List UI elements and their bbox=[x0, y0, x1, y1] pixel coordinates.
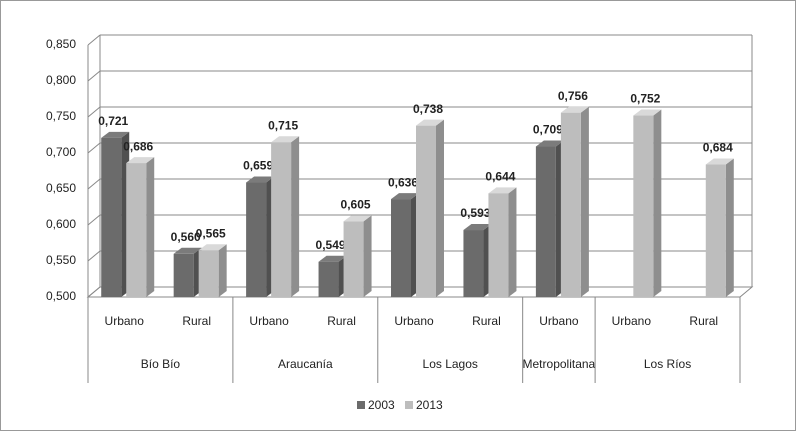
bar bbox=[318, 261, 339, 297]
grid-side bbox=[87, 106, 101, 118]
y-tick-label: 0,550 bbox=[46, 253, 76, 267]
x-tick-label: Urbano bbox=[249, 314, 289, 328]
bar-top bbox=[560, 106, 589, 113]
grid-side bbox=[87, 178, 101, 190]
group-label: Araucanía bbox=[278, 357, 333, 371]
y-tick-label: 0,600 bbox=[46, 217, 76, 231]
bar bbox=[246, 182, 267, 297]
legend-label: 2003 bbox=[368, 398, 395, 412]
bar-side bbox=[436, 119, 444, 297]
bar-top bbox=[488, 187, 517, 194]
bar bbox=[101, 137, 122, 297]
value-label: 0,659 bbox=[243, 159, 273, 173]
x-tick-label: Rural bbox=[182, 314, 211, 328]
bar-top bbox=[343, 215, 372, 222]
value-label: 0,560 bbox=[171, 230, 201, 244]
y-tick-label: 0,850 bbox=[46, 37, 76, 51]
value-label: 0,715 bbox=[268, 118, 298, 132]
value-label: 0,738 bbox=[413, 102, 443, 116]
x-tick-label: Urbano bbox=[612, 314, 652, 328]
bar-top bbox=[101, 131, 130, 138]
bar-side bbox=[291, 136, 300, 297]
bar-top bbox=[391, 193, 419, 200]
bar-top bbox=[246, 176, 275, 183]
bar bbox=[705, 164, 726, 297]
value-label: 0,593 bbox=[460, 206, 490, 220]
bar-top bbox=[535, 140, 564, 147]
bar-side bbox=[146, 157, 155, 297]
value-label: 0,686 bbox=[123, 139, 153, 153]
bar bbox=[126, 163, 147, 297]
bar-side bbox=[508, 187, 517, 297]
bar-top bbox=[416, 119, 444, 126]
bar-side bbox=[580, 106, 589, 298]
bar-side bbox=[218, 244, 227, 297]
value-label: 0,721 bbox=[98, 114, 128, 128]
x-tick-label: Rural bbox=[327, 314, 356, 328]
y-tick-label: 0,800 bbox=[46, 73, 76, 87]
bar-side bbox=[363, 215, 372, 297]
bar bbox=[535, 146, 556, 297]
value-label: 0,644 bbox=[485, 169, 515, 183]
bar-top bbox=[318, 255, 347, 262]
bar bbox=[173, 253, 194, 297]
bar bbox=[271, 142, 292, 297]
x-tick-label: Urbano bbox=[394, 314, 434, 328]
bar bbox=[198, 250, 219, 297]
group-label: Metropolitana bbox=[523, 357, 596, 371]
value-label: 0,565 bbox=[196, 226, 226, 240]
value-label: 0,636 bbox=[388, 175, 418, 189]
value-label: 0,709 bbox=[533, 123, 563, 137]
bar-top bbox=[271, 136, 300, 143]
bar-side bbox=[725, 158, 734, 297]
x-tick-label: Rural bbox=[689, 314, 718, 328]
bar-top bbox=[633, 109, 662, 116]
legend-swatch bbox=[357, 401, 365, 409]
group-label: Bío Bío bbox=[141, 357, 181, 371]
group-label: Los Lagos bbox=[423, 357, 478, 371]
x-tick-label: Urbano bbox=[105, 314, 145, 328]
value-label: 0,684 bbox=[703, 141, 733, 155]
legend-swatch bbox=[405, 401, 413, 409]
grid-side bbox=[87, 214, 101, 226]
bar bbox=[343, 221, 364, 297]
value-label: 0,756 bbox=[558, 89, 588, 103]
bar-side bbox=[653, 109, 662, 297]
legend-label: 2013 bbox=[416, 398, 443, 412]
value-label: 0,605 bbox=[341, 198, 371, 212]
y-tick-label: 0,650 bbox=[46, 181, 76, 195]
bar-top bbox=[126, 157, 155, 164]
bar bbox=[560, 112, 581, 298]
x-tick-label: Rural bbox=[472, 314, 501, 328]
bar bbox=[463, 230, 484, 297]
grid-side bbox=[87, 142, 101, 154]
bar bbox=[488, 193, 509, 297]
value-label: 0,549 bbox=[316, 238, 346, 252]
bar bbox=[633, 115, 654, 297]
bar-top bbox=[198, 244, 227, 251]
bar-top bbox=[173, 247, 202, 254]
bar bbox=[391, 199, 411, 297]
bar bbox=[416, 125, 436, 297]
bar-top bbox=[463, 224, 492, 231]
x-tick-label: Urbano bbox=[539, 314, 579, 328]
grid-side bbox=[87, 250, 101, 262]
y-tick-label: 0,500 bbox=[46, 289, 76, 303]
bar-top bbox=[705, 158, 734, 165]
group-label: Los Ríos bbox=[644, 357, 691, 371]
y-tick-label: 0,700 bbox=[46, 145, 76, 159]
y-tick-label: 0,750 bbox=[46, 109, 76, 123]
grid-side bbox=[87, 70, 101, 82]
grid-side bbox=[87, 34, 101, 46]
value-label: 0,752 bbox=[630, 92, 660, 106]
